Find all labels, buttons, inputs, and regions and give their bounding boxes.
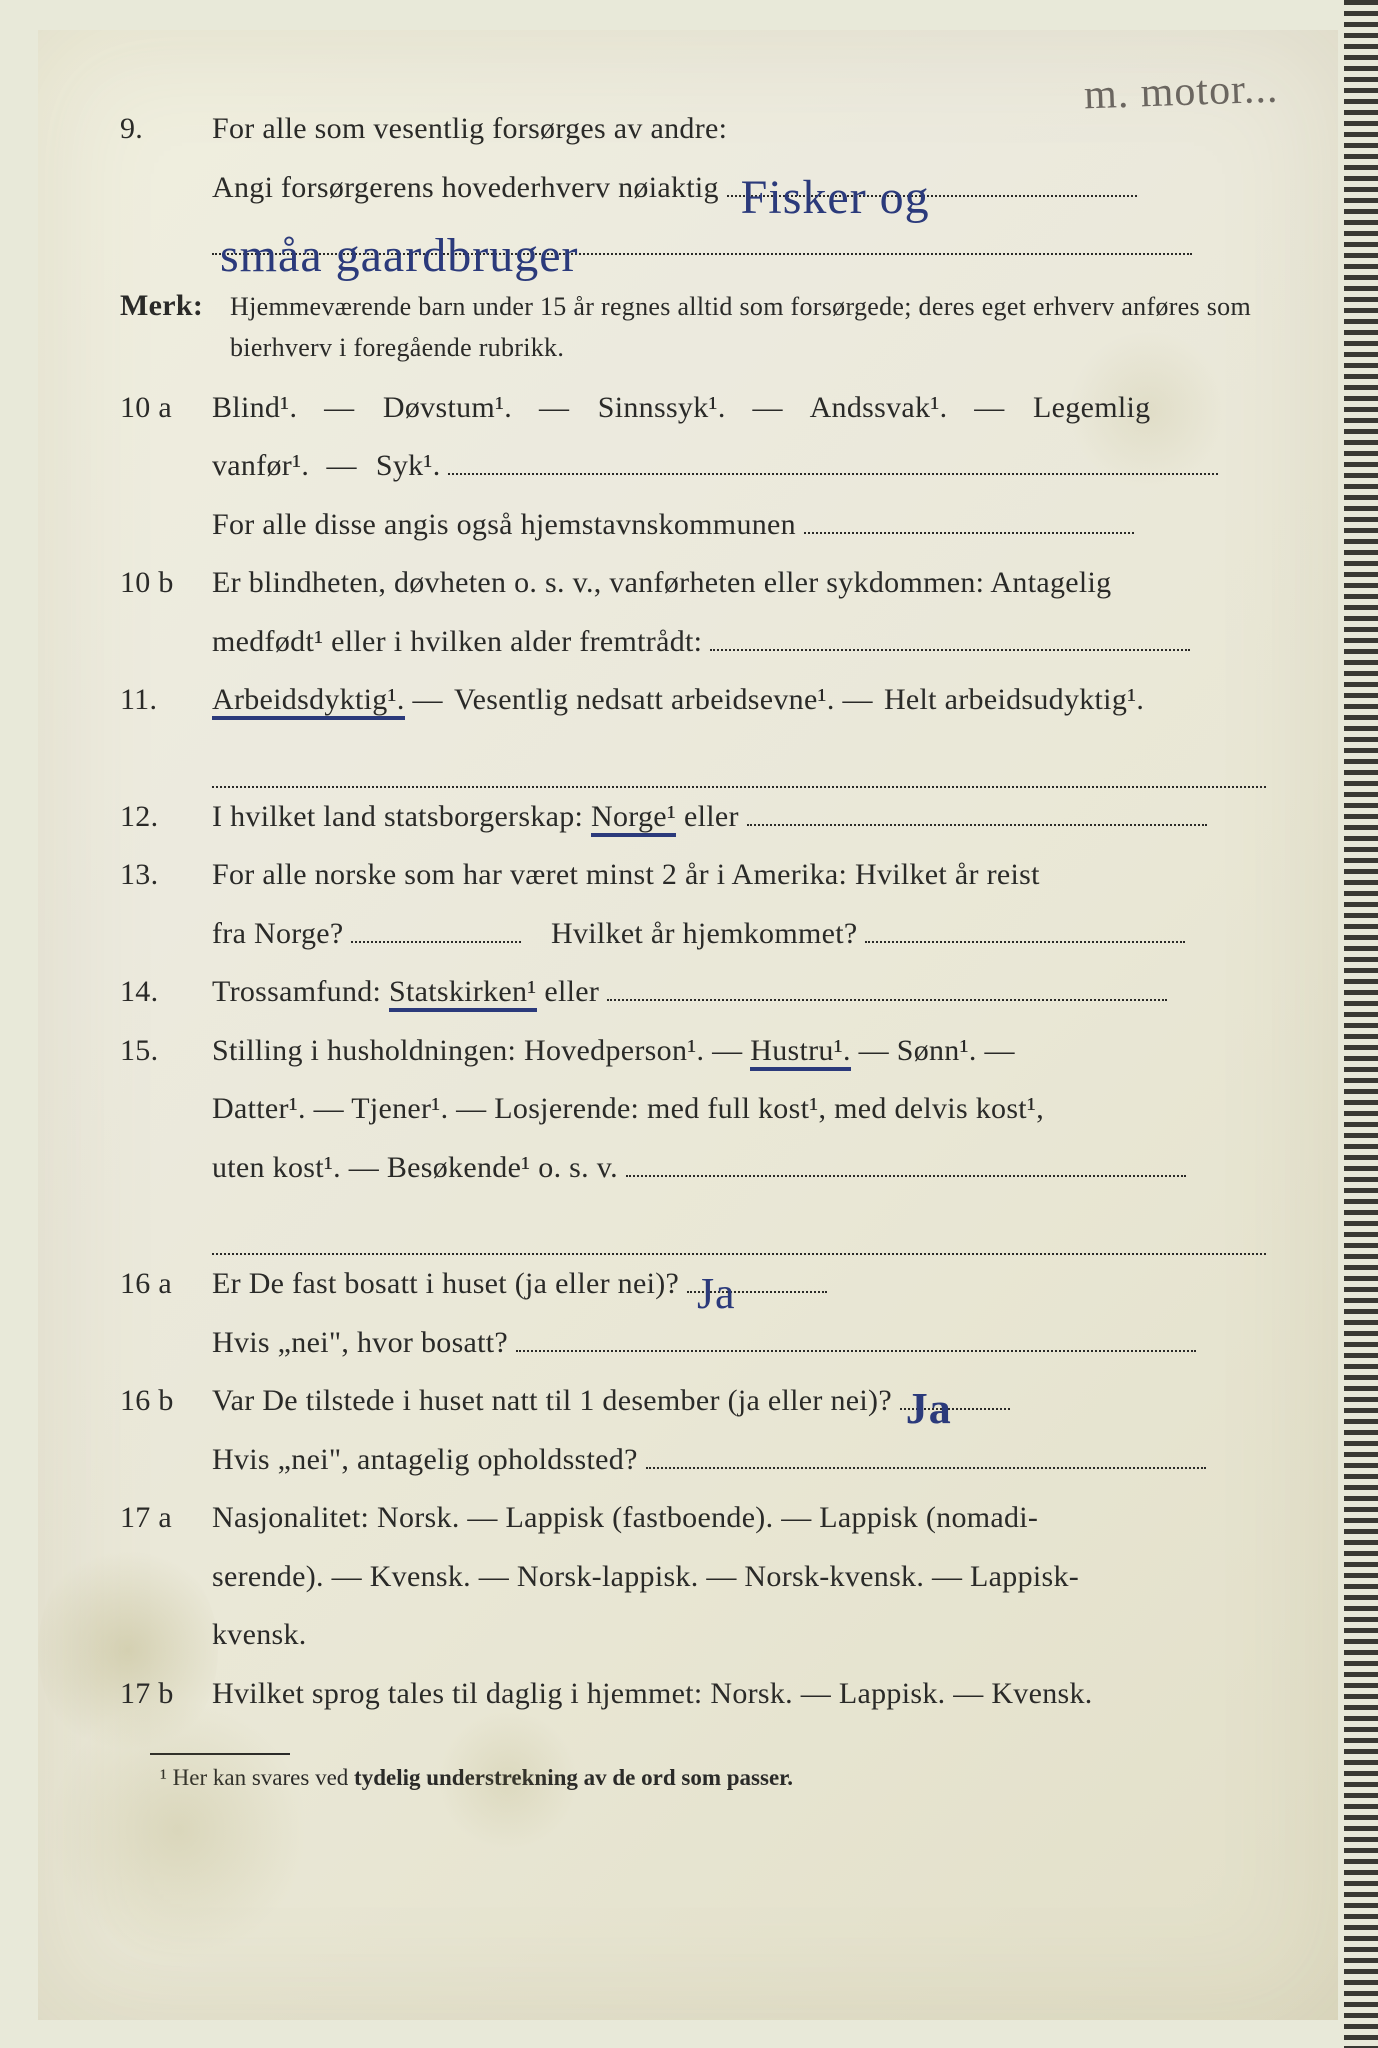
q9-text1: For alle som vesentlig forsørges av andr…: [212, 100, 1266, 159]
q10b-line2: medfødt¹ eller i hvilken alder fremtrådt…: [120, 613, 1266, 672]
q16a-fill: Ja: [687, 1263, 827, 1293]
q13-fill-b: [865, 913, 1185, 943]
q11-line: 11. Arbeidsdyktig¹. — Vesentlig nedsatt …: [120, 671, 1266, 730]
q12-pre: I hvilket land statsborgerskap:: [212, 800, 591, 833]
q16a-line1: 16 a Er De fast bosatt i huset (ja eller…: [120, 1255, 1266, 1314]
q10a-opt: vanfør¹.: [212, 449, 309, 482]
q14-number: 14.: [120, 963, 212, 1022]
q13-line1: 13. For alle norske som har været minst …: [120, 846, 1266, 905]
q9-text2: Angi forsørgerens hovederhverv nøiaktig: [212, 171, 719, 204]
q13-text2b: Hvilket år hjemkommet?: [551, 917, 858, 950]
q16b-text1: Var De tilstede i huset natt til 1 desem…: [212, 1384, 892, 1417]
q16a-line2: Hvis „nei", hvor bosatt?: [120, 1314, 1266, 1373]
q10a-opt: Blind¹.: [212, 391, 297, 424]
q10b-line1: 10 b Er blindheten, døvheten o. s. v., v…: [120, 554, 1266, 613]
q10a-number: 10 a: [120, 379, 212, 438]
q17a-number: 17 a: [120, 1489, 212, 1548]
q17a-text2: serende). — Kvensk. — Norsk-lappisk. — N…: [212, 1548, 1266, 1607]
q13-text2a: fra Norge?: [212, 917, 344, 950]
q10a-opt: Legemlig: [1033, 391, 1150, 424]
q16b-fill: Ja: [900, 1380, 1010, 1410]
merk-label: Merk:: [120, 280, 230, 333]
q10a-fill-line2: [804, 504, 1134, 534]
q10a-line3: For alle disse angis også hjemstavnskomm…: [120, 496, 1266, 555]
right-perforation: [1344, 0, 1378, 2048]
q13-line2: fra Norge? Hvilket år hjemkommet?: [120, 905, 1266, 964]
q15-line3: uten kost¹. — Besøkende¹ o. s. v.: [120, 1139, 1266, 1198]
q16a-number: 16 a: [120, 1255, 212, 1314]
q15-line1: 15. Stilling i husholdningen: Hovedperso…: [120, 1022, 1266, 1081]
q17b-number: 17 b: [120, 1665, 212, 1724]
q15-fill-line2: [212, 1197, 1266, 1255]
q12-post: eller: [684, 800, 739, 833]
q14-post: eller: [544, 975, 599, 1008]
q9-line1: 9. For alle som vesentlig forsørges av a…: [120, 100, 1266, 159]
q12-opt-selected: Norge¹: [591, 800, 676, 837]
q10a-opt: Sinnssyk¹.: [598, 391, 726, 424]
q16a-fill2: [516, 1322, 1196, 1352]
q17a-text1: Nasjonalitet: Norsk. — Lappisk (fastboen…: [212, 1489, 1266, 1548]
q14-line: 14. Trossamfund: Statskirken¹ eller: [120, 963, 1266, 1022]
q14-opt-selected: Statskirken¹: [389, 975, 537, 1012]
q11-opt: Vesentlig nedsatt arbeidsevne¹.: [454, 683, 835, 716]
q15-opt-selected: Hustru¹.: [750, 1034, 851, 1071]
q10b-text2: medfødt¹ eller i hvilken alder fremtrådt…: [212, 625, 702, 658]
q16b-fill2: [646, 1439, 1206, 1469]
q16a-text2: Hvis „nei", hvor bosatt?: [212, 1326, 508, 1359]
q11-fill-line: [212, 730, 1266, 788]
q15-fill-line: [626, 1147, 1186, 1177]
q16b-line2: Hvis „nei", antagelig opholdssted?: [120, 1431, 1266, 1490]
footnote: ¹ Her kan svares ved tydelig understrekn…: [160, 1765, 1266, 1791]
q10a-opt: Syk¹.: [376, 449, 441, 482]
q14-fill-line: [607, 971, 1167, 1001]
footnote-rule: [150, 1753, 290, 1755]
q15-text3: uten kost¹. — Besøkende¹ o. s. v.: [212, 1151, 618, 1184]
q17b-line: 17 b Hvilket sprog tales til daglig i hj…: [120, 1665, 1266, 1724]
footnote-num: ¹: [160, 1765, 167, 1790]
q16b-line1: 16 b Var De tilstede i huset natt til 1 …: [120, 1372, 1266, 1431]
merk-text: Hjemmeværende barn under 15 år regnes al…: [230, 286, 1266, 369]
q9-line3: småa gaardbruger: [120, 217, 1266, 276]
q15-post: — Sønn¹. —: [859, 1034, 1015, 1067]
q15-text2: Datter¹. — Tjener¹. — Losjerende: med fu…: [212, 1080, 1266, 1139]
q15-number: 15.: [120, 1022, 212, 1081]
q11-opt-selected: Arbeidsdyktig¹.: [212, 683, 405, 720]
q10b-text1: Er blindheten, døvheten o. s. v., vanfør…: [212, 554, 1266, 613]
q17a-line2: serende). — Kvensk. — Norsk-lappisk. — N…: [120, 1548, 1266, 1607]
q10a-text3: For alle disse angis også hjemstavnskomm…: [212, 508, 796, 541]
q12-line: 12. I hvilket land statsborgerskap: Norg…: [120, 788, 1266, 847]
q14-pre: Trossamfund:: [212, 975, 389, 1008]
q17a-line3: kvensk.: [120, 1606, 1266, 1665]
footnote-pre: Her kan svares ved: [173, 1765, 354, 1790]
q9-number: 9.: [120, 100, 212, 159]
q16a-text1: Er De fast bosatt i huset (ja eller nei)…: [212, 1267, 679, 1300]
q10b-fill-line: [710, 621, 1190, 651]
q10a-fill-line: [448, 445, 1218, 475]
q13-number: 13.: [120, 846, 212, 905]
q13-fill-a: [351, 913, 521, 943]
q15-line2: Datter¹. — Tjener¹. — Losjerende: med fu…: [120, 1080, 1266, 1139]
q16b-text2: Hvis „nei", antagelig opholdssted?: [212, 1443, 638, 1476]
q11-number: 11.: [120, 671, 212, 730]
q17a-line1: 17 a Nasjonalitet: Norsk. — Lappisk (fas…: [120, 1489, 1266, 1548]
q16b-number: 16 b: [120, 1372, 212, 1431]
q10a-opt: Andssvak¹.: [810, 391, 948, 424]
q10a-line2: vanfør¹. — Syk¹.: [120, 437, 1266, 496]
q10b-number: 10 b: [120, 554, 212, 613]
merk-row: Merk: Hjemmeværende barn under 15 år reg…: [120, 280, 1266, 369]
census-form-page: m. motor... 9. For alle som vesentlig fo…: [38, 30, 1338, 2020]
q10a-opt: Døvstum¹.: [383, 391, 512, 424]
q10a-line1: 10 a Blind¹. — Døvstum¹. — Sinnssyk¹. — …: [120, 379, 1266, 438]
q17b-text: Hvilket sprog tales til daglig i hjemmet…: [212, 1665, 1266, 1724]
q11-opt: Helt arbeidsudyktig¹.: [884, 683, 1144, 716]
q12-fill-line: [747, 796, 1207, 826]
paper-stain: [48, 1700, 308, 1960]
footnote-bold: tydelig understrekning av de ord som pas…: [354, 1765, 793, 1790]
q9-fill-line2: småa gaardbruger: [212, 225, 1192, 255]
q15-pre: Stilling i husholdningen: Hovedperson¹. …: [212, 1034, 750, 1067]
q13-text1: For alle norske som har været minst 2 år…: [212, 846, 1266, 905]
q12-number: 12.: [120, 788, 212, 847]
q9-fill-line1: Fisker og: [727, 167, 1137, 197]
q17a-text3: kvensk.: [212, 1606, 1266, 1665]
